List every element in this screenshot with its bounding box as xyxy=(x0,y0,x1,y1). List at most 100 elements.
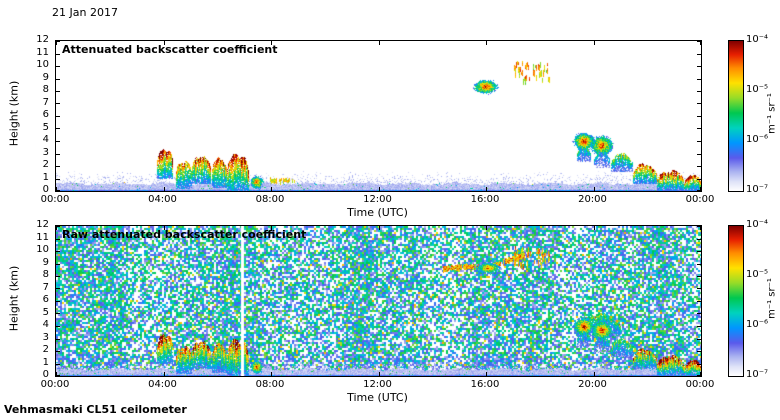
attenuated-backscatter-heatmap xyxy=(56,41,701,191)
colorbar-gradient xyxy=(729,226,743,376)
x-tick-label: 16:00 xyxy=(470,194,500,205)
y-tick-label: 2 xyxy=(42,159,49,170)
tick-mark xyxy=(697,141,701,142)
x-tick-label: 04:00 xyxy=(148,194,177,205)
tick-mark xyxy=(594,226,595,230)
tick-mark xyxy=(56,141,60,142)
y-tick-label: 9 xyxy=(42,256,49,268)
tick-mark xyxy=(697,351,701,352)
tick-mark xyxy=(271,226,272,230)
x-tick-label: 16:00 xyxy=(470,379,500,390)
tick-mark xyxy=(379,226,380,230)
tick-mark xyxy=(697,41,701,42)
tick-mark xyxy=(594,372,595,376)
tick-mark xyxy=(697,239,701,240)
bottom-x-axis-label: Time (UTC) xyxy=(347,391,408,404)
colorbar-tick-label: 10⁻⁶ xyxy=(746,134,769,145)
tick-mark xyxy=(56,41,60,42)
tick-mark xyxy=(697,226,701,227)
x-tick-label: 00:00 xyxy=(40,194,70,205)
tick-mark xyxy=(486,41,487,45)
tick-mark xyxy=(56,187,57,191)
tick-mark xyxy=(700,226,701,230)
tick-mark xyxy=(56,226,57,230)
colorbar-tick-label: 10⁻⁵ xyxy=(746,269,769,280)
tick-mark xyxy=(697,276,701,277)
tick-mark xyxy=(56,79,60,80)
y-tick-label: 5 xyxy=(42,306,49,318)
y-tick-label: 6 xyxy=(42,109,49,120)
y-tick-label: 3 xyxy=(42,146,49,158)
tick-mark xyxy=(697,326,701,327)
y-tick-label: 12 xyxy=(36,34,49,45)
tick-mark xyxy=(594,187,595,191)
tick-mark xyxy=(697,375,701,376)
y-tick-label: 1 xyxy=(42,171,49,183)
tick-mark xyxy=(56,41,57,45)
y-tick-label: 6 xyxy=(42,294,49,305)
y-tick-label: 8 xyxy=(42,84,49,95)
top-panel: Attenuated backscatter coefficient xyxy=(55,40,702,192)
tick-mark xyxy=(56,251,60,252)
x-tick-label: 12:00 xyxy=(363,194,392,205)
colorbar-tick-label: 10⁻⁷ xyxy=(746,369,769,380)
tick-mark xyxy=(486,372,487,376)
tick-mark xyxy=(56,264,60,265)
tick-mark xyxy=(56,351,60,352)
y-tick-label: 8 xyxy=(42,269,49,280)
tick-mark xyxy=(697,116,701,117)
colorbar-tick-label: 10⁻⁵ xyxy=(746,84,769,95)
tick-mark xyxy=(697,154,701,155)
y-tick-label: 0 xyxy=(42,369,49,380)
tick-mark xyxy=(56,288,60,289)
colorbar-tick-label: 10⁻⁴ xyxy=(746,219,769,230)
x-tick-label: 20:00 xyxy=(578,379,607,390)
tick-mark xyxy=(486,187,487,191)
tick-mark xyxy=(56,364,60,365)
tick-mark xyxy=(697,91,701,92)
y-tick-label: 4 xyxy=(42,319,49,330)
x-tick-label: 08:00 xyxy=(255,194,285,205)
x-tick-label: 00:00 xyxy=(40,379,70,390)
bottom-panel-title: Raw attenuated backscatter coefficient xyxy=(62,228,307,241)
tick-mark xyxy=(697,79,701,80)
tick-mark xyxy=(56,226,60,227)
bottom-colorbar-unit-label: m⁻¹ sr⁻¹ xyxy=(766,278,778,319)
date-label: 21 Jan 2017 xyxy=(52,6,118,19)
colorbar-tick-label: 10⁻⁶ xyxy=(746,319,769,330)
tick-mark xyxy=(697,313,701,314)
tick-mark xyxy=(56,54,60,55)
tick-mark xyxy=(379,41,380,45)
tick-mark xyxy=(56,154,60,155)
x-tick-label: 00:00 xyxy=(685,379,715,390)
y-tick-label: 7 xyxy=(42,96,49,108)
tick-mark xyxy=(700,372,701,376)
tick-mark xyxy=(697,251,701,252)
tick-mark xyxy=(697,364,701,365)
tick-mark xyxy=(56,166,60,167)
tick-mark xyxy=(56,326,60,327)
tick-mark xyxy=(164,372,165,376)
tick-mark xyxy=(56,91,60,92)
tick-mark xyxy=(697,66,701,67)
colorbar-tick-label: 10⁻⁴ xyxy=(746,34,769,45)
tick-mark xyxy=(56,128,60,129)
y-tick-label: 5 xyxy=(42,121,49,133)
y-tick-label: 11 xyxy=(36,46,49,58)
y-tick-label: 2 xyxy=(42,344,49,355)
instrument-label: Vehmasmaki CL51 ceilometer xyxy=(4,403,187,416)
top-colorbar-unit-label: m⁻¹ sr⁻¹ xyxy=(766,93,778,134)
tick-mark xyxy=(56,339,60,340)
tick-mark xyxy=(56,66,60,67)
colorbar-tick-label: 10⁻⁷ xyxy=(746,184,769,195)
tick-mark xyxy=(697,128,701,129)
top-panel-title: Attenuated backscatter coefficient xyxy=(62,43,278,56)
bottom-y-axis-label: Height (km) xyxy=(7,265,21,332)
tick-mark xyxy=(56,116,60,117)
tick-mark xyxy=(56,190,60,191)
x-tick-label: 20:00 xyxy=(578,194,607,205)
tick-mark xyxy=(56,313,60,314)
top-colorbar xyxy=(728,40,744,192)
top-x-axis-label: Time (UTC) xyxy=(347,206,408,219)
y-tick-label: 7 xyxy=(42,281,49,293)
